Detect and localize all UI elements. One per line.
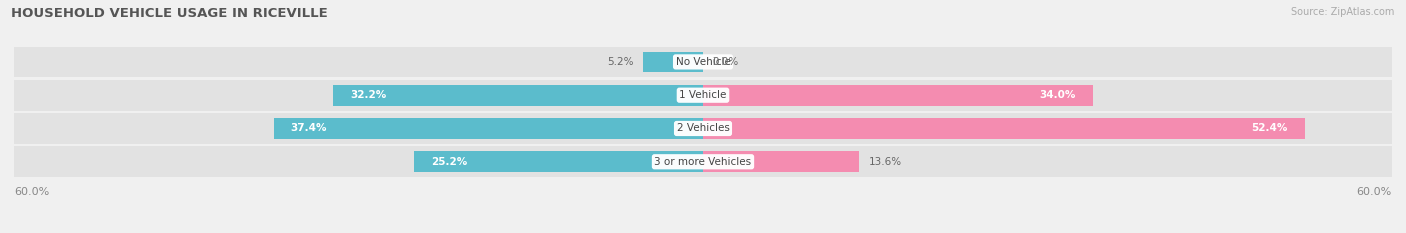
Text: 25.2%: 25.2% [430,157,467,167]
Text: 1 Vehicle: 1 Vehicle [679,90,727,100]
Legend: Owner-occupied, Renter-occupied: Owner-occupied, Renter-occupied [583,230,823,233]
Text: 3 or more Vehicles: 3 or more Vehicles [654,157,752,167]
Bar [274,118,703,139]
Text: 13.6%: 13.6% [869,157,901,167]
Text: 52.4%: 52.4% [1251,123,1288,134]
Bar [703,85,1094,106]
Text: 37.4%: 37.4% [291,123,328,134]
Bar [14,80,1392,110]
Bar [333,85,703,106]
Bar [644,51,703,72]
Bar [413,151,703,172]
Text: 32.2%: 32.2% [350,90,387,100]
Bar [703,151,859,172]
Bar [14,147,1392,177]
Bar [703,118,1305,139]
Bar [14,113,1392,144]
Text: 2 Vehicles: 2 Vehicles [676,123,730,134]
Text: 60.0%: 60.0% [1357,187,1392,197]
Text: Source: ZipAtlas.com: Source: ZipAtlas.com [1291,7,1395,17]
Text: HOUSEHOLD VEHICLE USAGE IN RICEVILLE: HOUSEHOLD VEHICLE USAGE IN RICEVILLE [11,7,328,20]
Text: No Vehicle: No Vehicle [675,57,731,67]
Text: 5.2%: 5.2% [607,57,634,67]
Text: 0.0%: 0.0% [713,57,738,67]
Text: 60.0%: 60.0% [14,187,49,197]
Text: 34.0%: 34.0% [1040,90,1076,100]
Bar [14,47,1392,77]
